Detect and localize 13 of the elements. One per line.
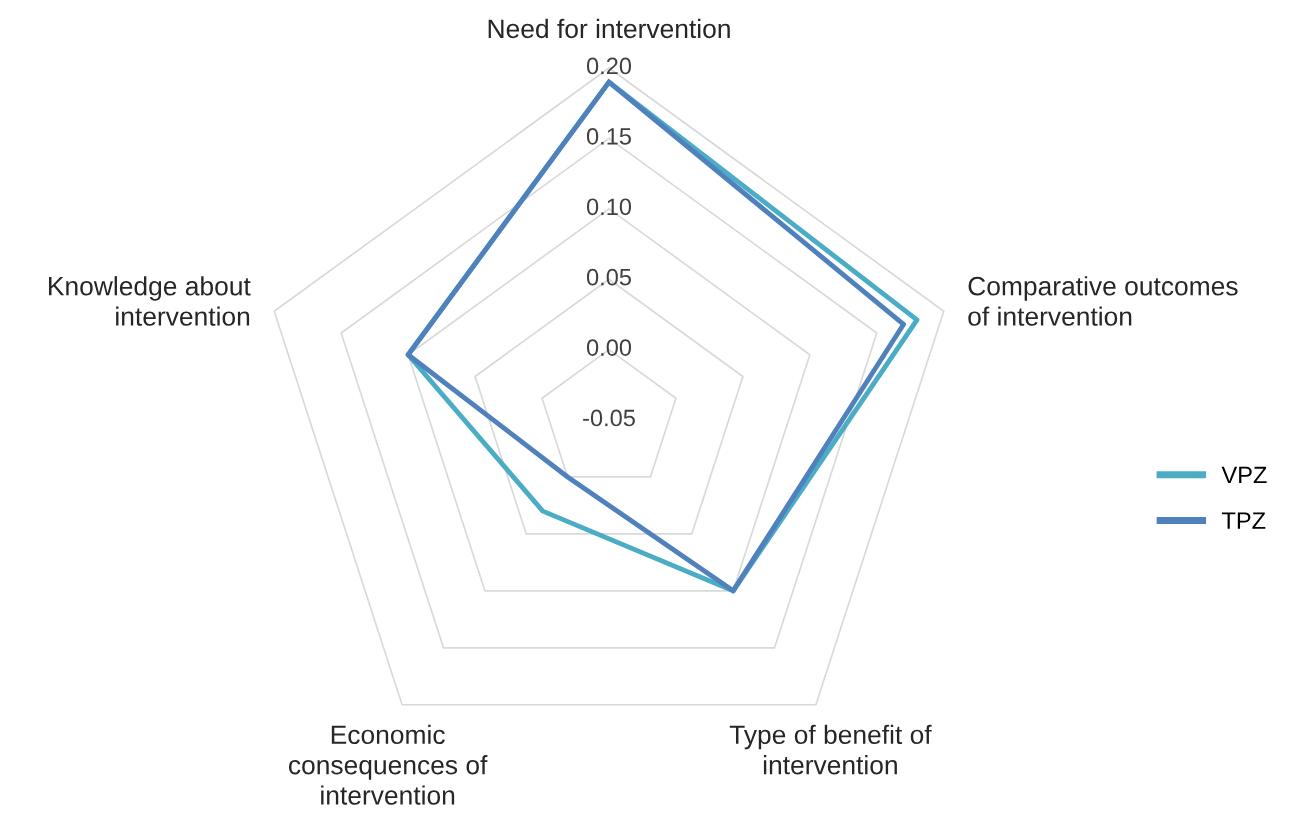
legend-label: VPZ bbox=[1221, 466, 1267, 484]
spoke-label: Need for intervention bbox=[488, 18, 730, 39]
spoke-label: Comparative outcomes of intervention bbox=[968, 276, 1238, 326]
y-tick-label: 0.05 bbox=[586, 268, 631, 286]
y-tick-label: 0.10 bbox=[586, 198, 632, 216]
y-tick-label: 0.20 bbox=[586, 57, 632, 75]
legend-label: TPZ bbox=[1222, 512, 1266, 529]
spoke-label: Economic consequences of intervention bbox=[288, 724, 488, 805]
y-tick-label: 0.00 bbox=[586, 339, 632, 356]
y-tick-label: 0.15 bbox=[586, 128, 631, 145]
spoke-label: Knowledge about intervention bbox=[49, 276, 251, 326]
y-tick-label: -0.05 bbox=[583, 409, 635, 427]
spoke-label: Type of benefit of intervention bbox=[729, 724, 932, 775]
